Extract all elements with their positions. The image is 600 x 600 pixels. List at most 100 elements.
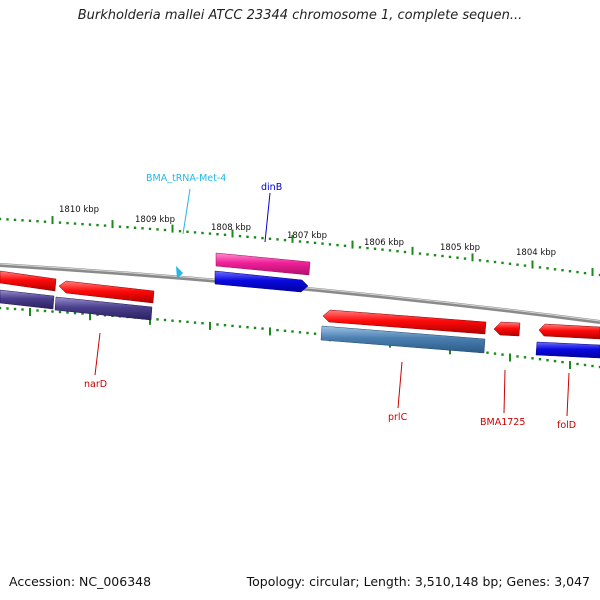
minor-tick xyxy=(523,356,527,359)
minor-tick xyxy=(6,307,9,310)
minor-tick xyxy=(81,312,84,315)
minor-tick xyxy=(591,364,594,368)
minor-tick xyxy=(456,256,459,259)
minor-tick xyxy=(396,250,399,253)
minor-tick xyxy=(598,273,600,277)
minor-tick xyxy=(283,329,287,332)
minor-tick xyxy=(276,238,279,241)
major-tick xyxy=(51,216,54,225)
minor-tick xyxy=(546,267,549,270)
outer-tick-ring xyxy=(0,216,600,277)
minor-tick xyxy=(261,327,264,330)
minor-tick xyxy=(36,309,39,312)
topology-text: Topology: circular; Length: 3,510,148 bp… xyxy=(246,574,590,589)
scale-label-1804: 1804 kbp xyxy=(516,248,556,258)
minor-tick xyxy=(141,227,144,230)
minor-tick xyxy=(561,269,564,272)
minor-tick xyxy=(538,266,542,269)
minor-tick xyxy=(486,351,489,354)
minor-tick xyxy=(538,358,542,361)
minor-tick xyxy=(96,223,99,227)
minor-tick xyxy=(21,308,24,311)
gene-label-dinB[interactable]: dinB xyxy=(261,182,282,193)
minor-tick xyxy=(381,248,384,251)
minor-tick xyxy=(321,242,324,245)
gene-feature-narD[interactable] xyxy=(54,296,153,321)
gene-feature-red-left[interactable] xyxy=(0,270,57,292)
major-tick xyxy=(89,312,91,321)
minor-tick xyxy=(118,225,122,228)
minor-tick xyxy=(493,260,497,264)
minor-tick xyxy=(306,241,309,244)
major-tick xyxy=(231,229,234,238)
minor-tick xyxy=(328,243,332,246)
minor-tick xyxy=(463,257,467,260)
minor-tick xyxy=(418,252,422,255)
gene-label-folD[interactable]: folD xyxy=(557,420,576,431)
minor-tick xyxy=(291,330,294,333)
minor-tick xyxy=(403,250,407,254)
gene-feature-BMA1725[interactable] xyxy=(493,321,521,337)
minor-tick xyxy=(486,259,489,263)
leader-line-dinB xyxy=(264,192,271,243)
major-tick xyxy=(29,308,31,316)
minor-tick xyxy=(246,326,249,329)
minor-tick xyxy=(96,313,99,316)
minor-tick xyxy=(163,318,167,322)
minor-tick xyxy=(186,230,189,233)
minor-tick xyxy=(246,235,249,238)
scale-label-1806: 1806 kbp xyxy=(364,238,404,248)
minor-tick xyxy=(298,331,302,334)
minor-tick xyxy=(201,322,204,325)
minor-tick xyxy=(448,255,452,259)
minor-tick xyxy=(576,362,579,366)
minor-tick xyxy=(51,310,54,313)
minor-tick xyxy=(478,259,482,262)
minor-tick xyxy=(223,324,227,327)
minor-tick xyxy=(508,262,512,265)
minor-tick xyxy=(201,231,204,235)
gene-feature-red-narD-upper[interactable] xyxy=(58,280,155,304)
minor-tick xyxy=(313,241,317,245)
scale-label-1810: 1810 kbp xyxy=(59,205,99,215)
minor-tick xyxy=(0,306,2,310)
minor-tick xyxy=(0,217,2,221)
minor-tick xyxy=(66,311,69,314)
minor-tick xyxy=(178,230,182,233)
minor-tick xyxy=(193,231,197,234)
minor-tick xyxy=(216,323,219,326)
leader-line-trna xyxy=(182,188,191,235)
minor-tick xyxy=(343,244,347,247)
minor-tick xyxy=(523,264,527,267)
gene-label-BMA1725[interactable]: BMA1725 xyxy=(480,417,525,428)
major-tick xyxy=(411,246,414,255)
leader-line-folD xyxy=(566,372,570,417)
minor-tick xyxy=(208,232,212,235)
minor-tick xyxy=(21,219,24,222)
gene-feature-prlC[interactable] xyxy=(320,309,487,354)
gene-feature-red-right[interactable] xyxy=(538,323,600,340)
gene-label-trna[interactable]: BMA_tRNA-Met-4 xyxy=(146,173,226,184)
major-tick xyxy=(471,253,474,262)
gene-feature-purple-left[interactable] xyxy=(0,289,55,310)
minor-tick xyxy=(501,261,504,265)
gene-label-prlC[interactable]: prlC xyxy=(388,412,408,423)
major-tick xyxy=(531,260,534,269)
minor-tick xyxy=(598,365,600,369)
gene-feature-folD[interactable] xyxy=(535,341,600,359)
minor-tick xyxy=(156,228,159,231)
gene-feature-dinB[interactable] xyxy=(214,252,311,293)
minor-tick xyxy=(186,320,189,324)
minor-tick xyxy=(43,220,47,223)
minor-tick xyxy=(156,318,159,321)
trna-feature[interactable] xyxy=(176,266,183,279)
minor-tick xyxy=(223,233,227,236)
gene-label-narD[interactable]: narD xyxy=(84,379,107,390)
scale-label-1809: 1809 kbp xyxy=(135,215,175,225)
minor-tick xyxy=(298,240,302,243)
major-tick xyxy=(591,268,594,276)
minor-tick xyxy=(433,254,437,257)
major-tick xyxy=(569,361,571,370)
major-tick xyxy=(509,353,511,362)
